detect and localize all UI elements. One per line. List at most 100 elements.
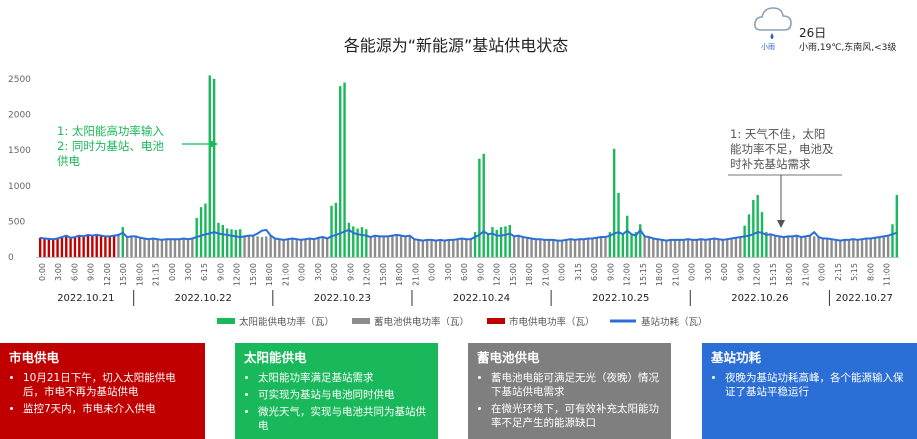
bar-battery — [265, 236, 268, 257]
x-tick-label: 3:00 — [54, 263, 63, 281]
panel-item: 夜晚为基站功耗高峰，各个能源输入保证了基站平稳运行 — [725, 371, 908, 399]
x-tick-label: 6:00 — [70, 263, 79, 281]
bar-battery — [808, 235, 812, 257]
bar-battery — [652, 238, 655, 257]
bar-battery — [512, 236, 516, 257]
x-tick-label: 3:00 — [314, 263, 323, 281]
bar-solar — [504, 226, 507, 257]
bar-battery — [534, 239, 538, 257]
bar-battery — [452, 239, 455, 257]
bar-solar — [208, 75, 211, 257]
panel-item: 可实现为基站与电池同时供电 — [258, 388, 429, 402]
x-tick-label: 15:00 — [379, 263, 388, 286]
x-tick-label: 6:15 — [200, 263, 209, 281]
bar-solar — [230, 229, 233, 257]
bar-battery — [778, 236, 781, 257]
bar-grid — [47, 238, 51, 257]
bar-battery — [839, 240, 842, 257]
bar-battery — [682, 239, 685, 257]
bar-battery — [830, 239, 833, 257]
bar-solar — [639, 224, 642, 257]
bar-solar — [499, 227, 503, 257]
panel-title: 蓄电池供电 — [477, 350, 540, 365]
bar-battery — [552, 239, 555, 257]
y-axis: 0 500 1000 1500 2000 2500 — [8, 75, 31, 263]
x-tick-label: 15:00 — [249, 263, 258, 286]
panel-battery-supply: 蓄电池供电 蓄电池电能可满足无光（夜晚）情况下基站供电需求 在微光环境下，可有效… — [468, 343, 671, 439]
date-label: 2022.10.23 — [314, 293, 371, 304]
bar-battery — [186, 239, 190, 257]
x-tick-label: 3:15 — [574, 263, 583, 281]
x-tick-label: 9:00 — [476, 263, 485, 281]
x-tick-label: 21:00 — [541, 263, 550, 286]
bar-battery — [252, 235, 255, 257]
y-tick-label: 500 — [8, 217, 25, 227]
bar-battery — [865, 238, 868, 257]
bar-battery — [708, 239, 712, 257]
bar-battery — [447, 239, 451, 257]
bar-solar — [330, 205, 333, 257]
panel-title: 市电供电 — [9, 350, 60, 365]
bar-battery — [786, 236, 790, 257]
bar-battery — [417, 239, 420, 257]
bar-battery — [791, 236, 794, 257]
bar-battery — [169, 239, 172, 257]
x-tick-label: 21:00 — [801, 263, 810, 286]
x-tick-label: 21:00 — [281, 263, 290, 286]
bar-battery — [730, 238, 733, 257]
x-tick-label: 3:00 — [704, 263, 713, 281]
x-tick-label: 9:00 — [736, 263, 745, 281]
bar-battery — [386, 236, 390, 257]
x-tick-label: 11:00 — [883, 263, 892, 286]
x-tick-label: 0:00 — [38, 263, 47, 281]
bar-solar — [239, 229, 242, 257]
bar-battery — [539, 239, 542, 257]
bar-battery — [286, 239, 290, 257]
bar-grid — [104, 236, 107, 257]
weather-day: 26日 — [799, 26, 827, 40]
bar-battery — [860, 239, 864, 257]
bar-series — [38, 75, 899, 258]
bar-solar — [352, 226, 355, 257]
bar-battery — [395, 234, 398, 257]
bar-grid — [82, 236, 85, 257]
legend-swatch-battery — [352, 318, 370, 324]
legend-label-load: 基站功耗（瓦） — [641, 316, 708, 328]
bar-battery — [408, 235, 411, 257]
panel-item: 微光天气，实现与电池共同为基站供电 — [258, 405, 429, 433]
arrow-down-icon — [777, 220, 785, 228]
x-tick-label: 9:00 — [346, 263, 355, 281]
bar-solar — [495, 229, 498, 257]
bar-solar — [760, 212, 764, 257]
bar-battery — [847, 239, 851, 257]
annotation-right-line: 时补充基站需求 — [730, 157, 811, 171]
panel-item: 在微光环境下，可有效补充太阳能功率不足产生的能源缺口 — [491, 402, 662, 430]
x-tick-label: 18:00 — [395, 263, 404, 286]
bar-solar — [891, 224, 894, 257]
bar-battery — [565, 239, 568, 257]
bar-battery — [434, 240, 438, 257]
bar-battery — [430, 239, 433, 257]
bar-battery — [869, 238, 872, 257]
bar-battery — [260, 237, 264, 257]
bar-battery — [660, 239, 664, 257]
load-line-series — [40, 228, 898, 242]
bar-grid — [38, 237, 42, 257]
bar-solar — [486, 234, 490, 257]
bar-battery — [834, 239, 838, 257]
y-tick-label: 2500 — [8, 75, 31, 85]
x-tick-label: 9:00 — [216, 263, 225, 281]
bar-battery — [804, 236, 807, 257]
bar-grid — [43, 238, 46, 257]
y-tick-label: 0 — [8, 253, 14, 263]
panel-item: 太阳能功率满足基站需求 — [258, 371, 429, 385]
bar-battery — [734, 237, 738, 257]
arrow-right-icon — [211, 140, 218, 148]
weather-icon-label: 小雨 — [761, 43, 775, 51]
x-tick-label: 18:00 — [135, 263, 144, 286]
bar-battery — [569, 239, 572, 257]
bar-battery — [373, 235, 377, 257]
date-label: 2022.10.22 — [175, 293, 232, 304]
panel-title: 太阳能供电 — [244, 350, 307, 365]
